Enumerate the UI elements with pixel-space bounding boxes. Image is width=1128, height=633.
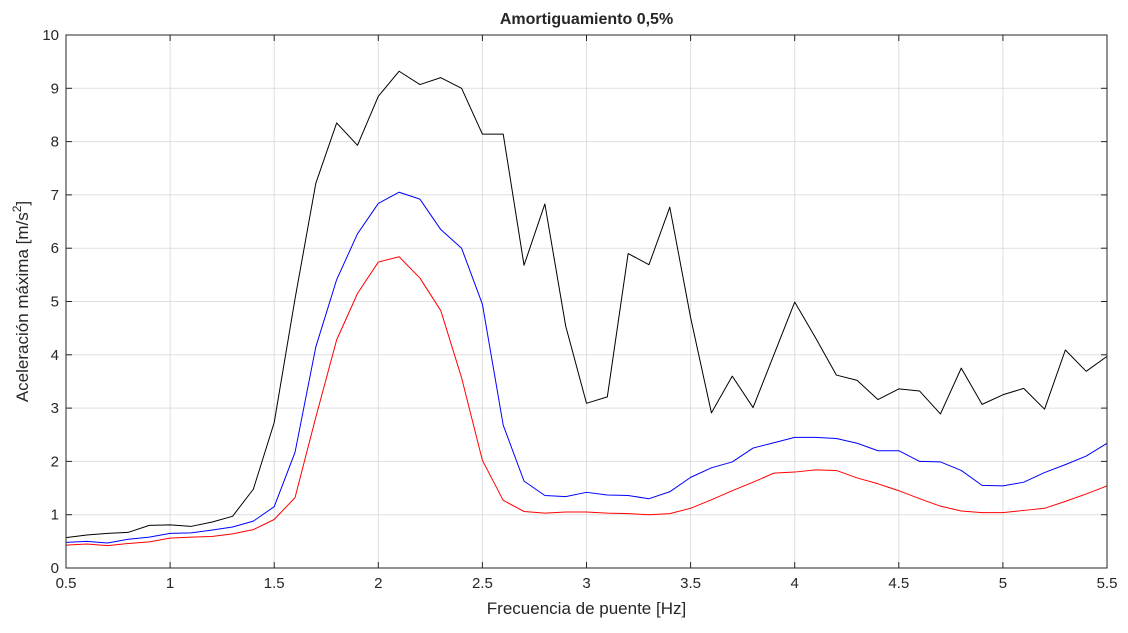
y-axis-label-superscript: 2: [10, 205, 24, 212]
y-tick-label: 4: [51, 347, 59, 364]
y-axis-label-main: Aceleración máxima [m/s: [13, 212, 32, 402]
x-tick-label: 0.5: [56, 575, 77, 592]
x-tick-label: 1: [166, 575, 174, 592]
chart-title: Amortiguamiento 0,5%: [500, 11, 673, 28]
ticks: 0.5 1 1.5 2 2.5 3 3.5 4 4.5 5 5.5 0 1 2 3 4 5 6 7 8 9 10: [42, 27, 1117, 592]
series-layer: [65, 70, 1108, 547]
y-axis-label: Aceleración máxima [m/s2]: [10, 201, 32, 402]
series-line-black: [65, 70, 1108, 539]
y-tick-label: 9: [51, 80, 59, 97]
y-tick-label: 5: [51, 294, 59, 311]
y-tick-label: 7: [51, 187, 59, 204]
x-tick-label: 5.5: [1097, 575, 1118, 592]
x-tick-label: 4.5: [888, 575, 909, 592]
y-axis-label-tail: ]: [13, 201, 32, 206]
x-tick-label: 2.5: [472, 575, 493, 592]
y-tick-label: 1: [51, 507, 59, 524]
x-tick-label: 3: [582, 575, 590, 592]
y-tick-label: 0: [51, 560, 59, 577]
y-tick-label: 10: [42, 27, 59, 44]
x-tick-label: 5: [999, 575, 1007, 592]
x-tick-label: 3.5: [680, 575, 701, 592]
x-axis-label: Frecuencia de puente [Hz]: [487, 599, 686, 618]
series-line-red: [65, 256, 1108, 547]
x-tick-label: 4: [791, 575, 799, 592]
y-tick-label: 2: [51, 453, 59, 470]
x-tick-label: 1.5: [264, 575, 285, 592]
y-tick-label: 3: [51, 400, 59, 417]
x-tick-label: 2: [374, 575, 382, 592]
y-tick-label: 8: [51, 134, 59, 151]
series-line-blue: [65, 191, 1108, 544]
y-tick-label: 6: [51, 240, 59, 257]
